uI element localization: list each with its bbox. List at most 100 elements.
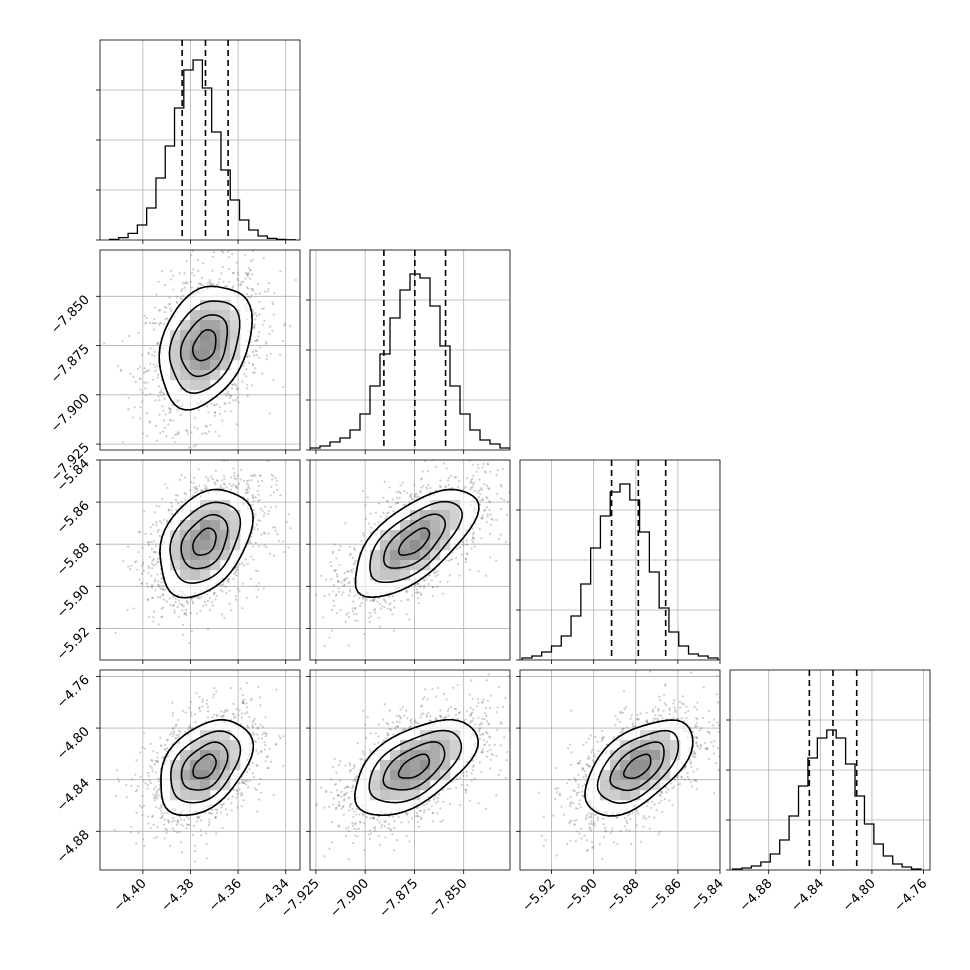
sample-point [406, 590, 409, 593]
sample-point [238, 590, 241, 593]
sample-point [251, 731, 254, 734]
sample-point [415, 588, 419, 591]
sample-point [152, 793, 155, 796]
sample-point [254, 740, 258, 744]
sample-point [251, 772, 254, 775]
sample-point [471, 697, 474, 701]
sample-point [256, 752, 260, 755]
sample-point [452, 686, 455, 689]
sample-point [660, 799, 663, 802]
sample-point [250, 294, 253, 297]
sample-point [225, 813, 229, 816]
sample-point [157, 395, 160, 398]
sample-point [427, 583, 430, 586]
sample-point [689, 726, 692, 730]
sample-point [573, 819, 576, 822]
sample-point [372, 598, 375, 601]
sample-point [161, 405, 164, 408]
sample-point [405, 589, 408, 592]
sample-point [283, 324, 286, 327]
sample-point [423, 696, 426, 699]
sample-point [436, 573, 439, 576]
sample-point [410, 496, 413, 500]
sample-point [152, 540, 155, 543]
sample-point [470, 445, 472, 447]
sample-point [387, 603, 391, 606]
sample-point [399, 708, 402, 711]
sample-point [247, 483, 250, 487]
sample-point [636, 718, 640, 721]
sample-point [373, 609, 376, 612]
sample-point [471, 711, 474, 714]
sample-point [157, 373, 160, 376]
sample-point [185, 600, 189, 604]
sample-point [388, 709, 391, 712]
sample-point [383, 825, 386, 828]
sample-point [183, 818, 186, 822]
sample-point [658, 801, 661, 805]
sample-point [198, 597, 201, 600]
sample-point [228, 396, 231, 400]
sample-point [174, 597, 177, 600]
sample-point [658, 695, 661, 698]
sample-point [150, 586, 154, 589]
sample-point [411, 817, 414, 820]
contour-line-3 [354, 719, 479, 816]
sample-point [389, 609, 393, 612]
sample-point [466, 552, 469, 556]
sample-point [121, 340, 124, 343]
sample-point [207, 430, 211, 433]
sample-point [171, 505, 174, 508]
sample-point [417, 597, 420, 600]
sample-point [161, 593, 165, 597]
sample-point [197, 282, 200, 285]
sample-point [694, 755, 697, 758]
sample-point [185, 613, 188, 617]
sample-point [147, 597, 150, 601]
x-tick-label: −4.40 [111, 876, 150, 915]
sample-point [222, 482, 226, 485]
sample-point [160, 581, 163, 584]
sample-point [169, 733, 172, 736]
sample-point [180, 604, 184, 607]
sample-point [208, 818, 211, 821]
sample-point [401, 481, 404, 484]
sample-point [499, 507, 502, 511]
sample-point [230, 476, 233, 479]
sample-point [415, 815, 418, 818]
sample-point [417, 591, 420, 594]
sample-point [170, 509, 173, 512]
sample-point [184, 711, 187, 714]
sample-point [407, 821, 410, 824]
sample-point [558, 792, 561, 795]
sample-point [156, 760, 159, 764]
sample-point [196, 489, 199, 492]
sample-point [249, 277, 252, 280]
sample-point [174, 481, 176, 483]
sample-point [680, 776, 683, 779]
sample-point [479, 727, 482, 730]
sample-point [121, 441, 125, 444]
sample-point [219, 589, 222, 592]
sample-point [348, 545, 351, 548]
sample-point [489, 758, 492, 762]
sample-point [462, 544, 465, 547]
sample-point [482, 698, 485, 701]
sample-point [172, 727, 175, 730]
sample-point [328, 593, 331, 596]
sample-point [633, 726, 636, 729]
sample-point [481, 498, 484, 502]
sample-point [619, 731, 622, 734]
sample-point [211, 477, 214, 481]
sample-point [514, 685, 516, 687]
sample-point [713, 739, 716, 743]
sample-point [304, 808, 306, 810]
sample-point [400, 821, 403, 824]
sample-point [695, 721, 698, 724]
sample-point [178, 729, 181, 732]
sample-point [179, 297, 182, 300]
sample-point [249, 577, 252, 580]
sample-point [347, 797, 350, 800]
sample-point [479, 733, 482, 736]
sample-point [684, 765, 687, 768]
